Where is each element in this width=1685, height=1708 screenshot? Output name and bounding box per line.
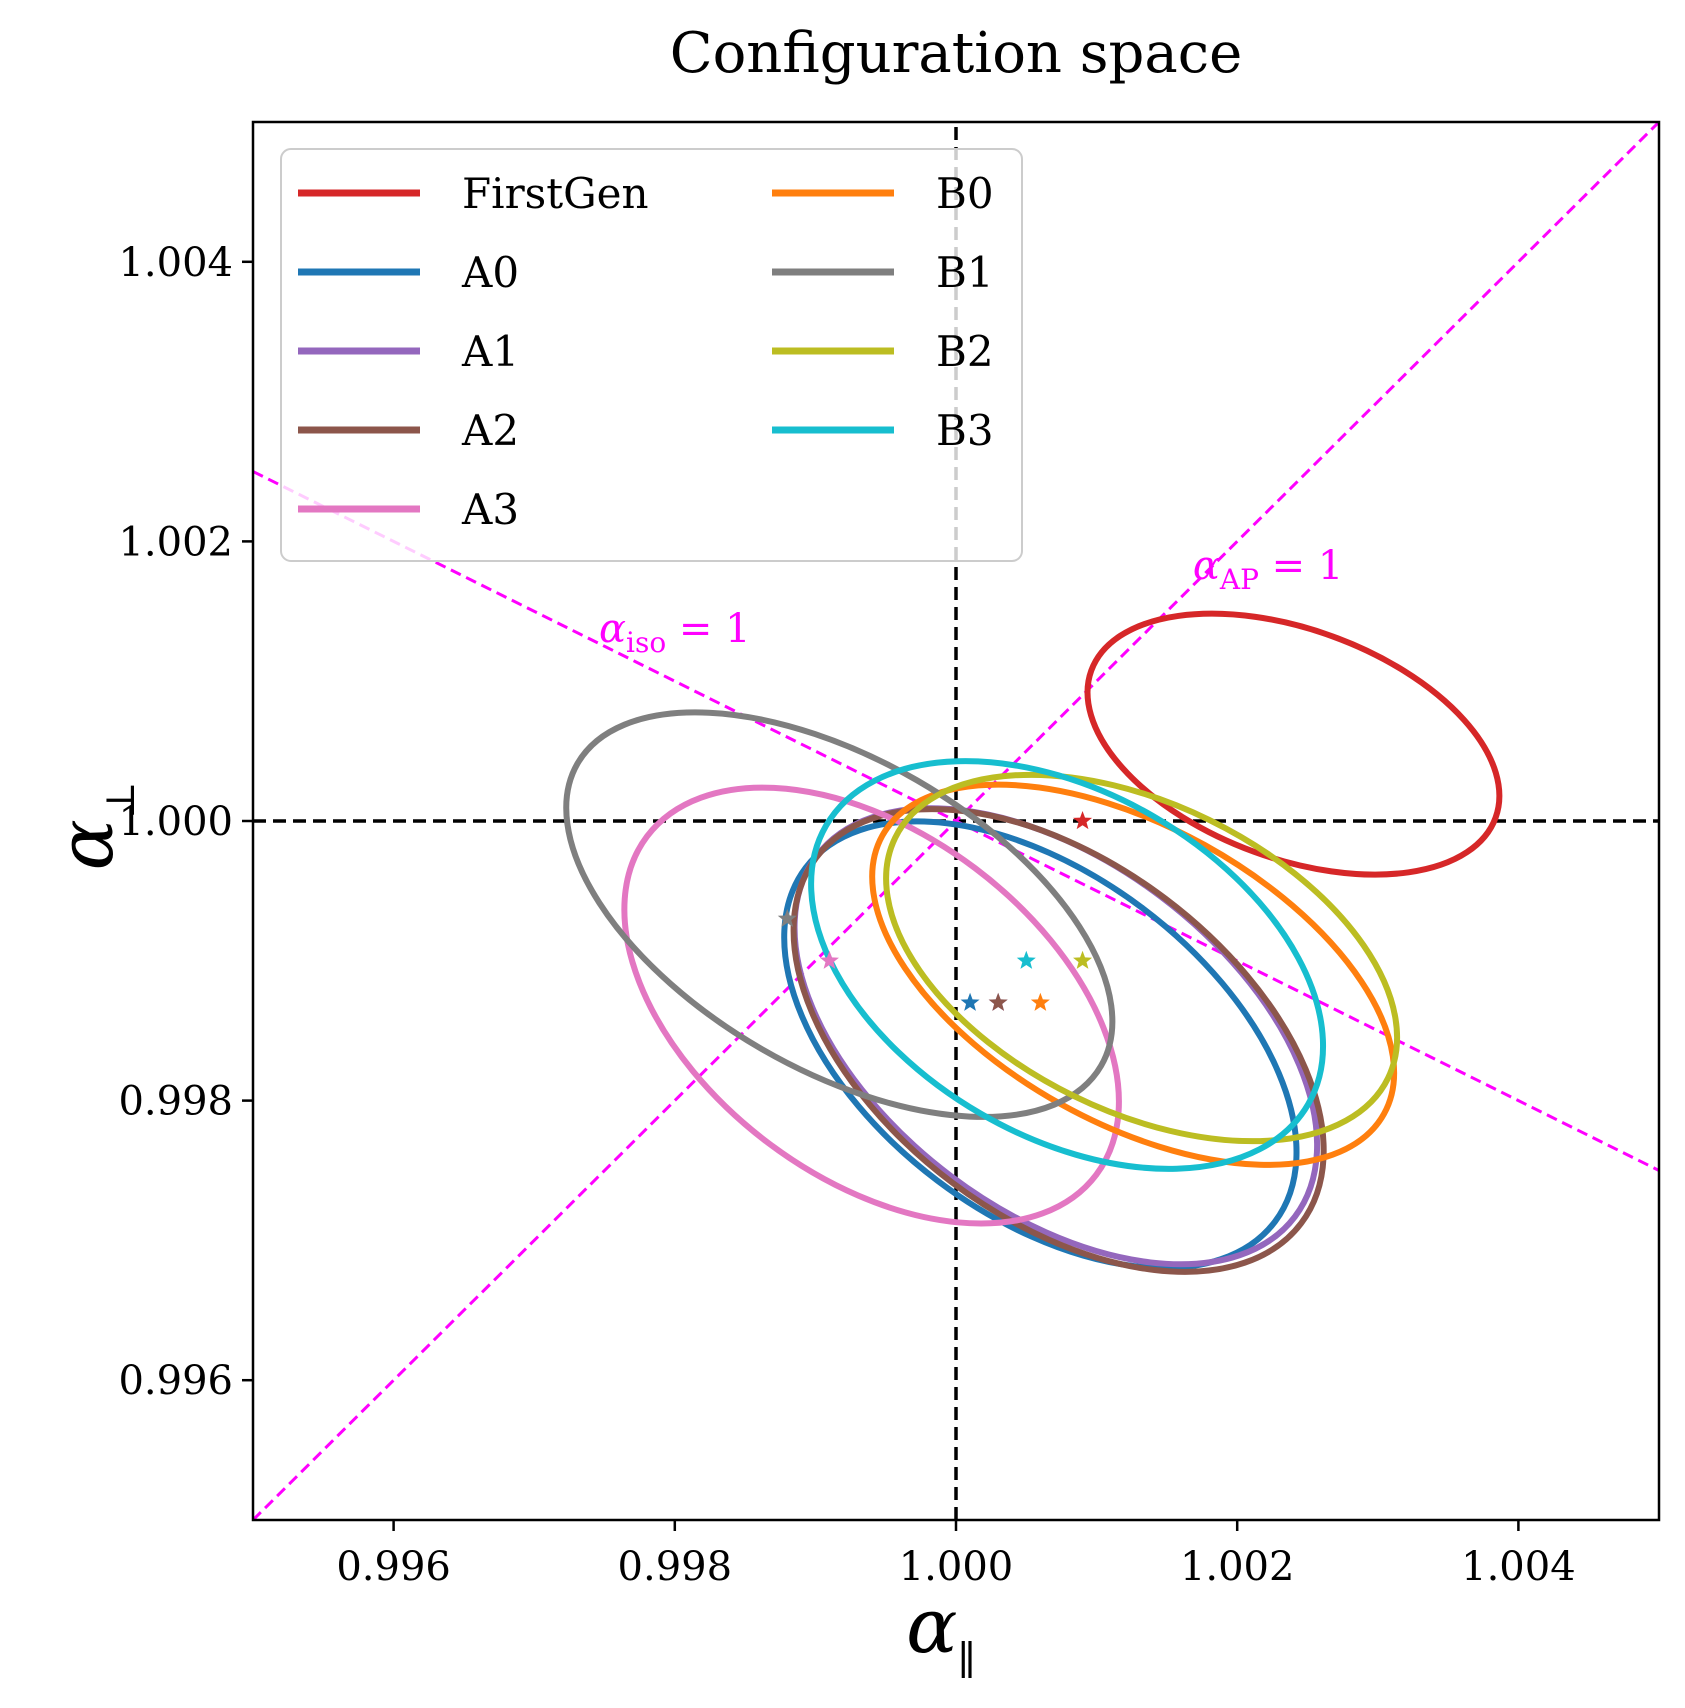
legend-b2-label: B2 (936, 327, 994, 376)
legend-b3-label: B3 (936, 406, 994, 455)
firstgen-best-fit-marker (1073, 811, 1093, 830)
plot-area (253, 122, 1659, 1520)
legend-a3-label: A3 (461, 485, 519, 534)
alpha-ap-annotation: αAP = 1 (1193, 543, 1343, 596)
b2-contour (883, 771, 1401, 1145)
b0-best-fit-marker (1030, 992, 1050, 1011)
a3-contour (621, 784, 1122, 1227)
a2-best-fit-marker (988, 992, 1008, 1011)
alpha-iso-annotation: αiso = 1 (599, 606, 751, 659)
legend-a2-label: A2 (461, 406, 519, 455)
b3-contour (808, 758, 1327, 1172)
x-axis-label: α∥ (906, 1581, 976, 1684)
a0-contour (781, 818, 1300, 1271)
y-tick-label: 0.998 (118, 1079, 233, 1125)
b0-contour (869, 781, 1398, 1168)
y-tick-label: 1.004 (118, 240, 233, 286)
b3-best-fit-marker (1016, 950, 1036, 969)
y-tick-label: 1.002 (118, 519, 233, 565)
chart-title: Configuration space (670, 21, 1243, 86)
a3-best-fit-marker (819, 950, 839, 969)
y-tick-label: 1.000 (118, 799, 233, 845)
x-tick-label: 1.004 (1461, 1544, 1576, 1590)
legend-firstgen-label: FirstGen (462, 169, 649, 218)
b1-best-fit-marker (777, 908, 797, 927)
a0-best-fit-marker (960, 992, 980, 1011)
a1-contour (791, 805, 1321, 1268)
legend-b1-label: B1 (936, 248, 994, 297)
legend: FirstGen A0 A1 A2 A3 B0 B1 B2 B3 (280, 148, 1023, 562)
y-axis-label: α⊥ (41, 782, 144, 871)
b1-contour (563, 709, 1116, 1120)
y-tick-label: 0.996 (118, 1358, 233, 1404)
legend-box (280, 148, 1023, 562)
legend-b0-label: B0 (936, 169, 994, 218)
x-tick-label: 0.996 (336, 1544, 451, 1590)
firstgen-contour (1084, 610, 1503, 878)
b2-best-fit-marker (1073, 950, 1093, 969)
x-tick-label: 1.002 (1180, 1544, 1295, 1590)
x-tick-label: 1.000 (899, 1544, 1014, 1590)
alpha-iso-1-line (253, 470, 1659, 1172)
legend-a1-label: A1 (461, 327, 519, 376)
axis-ticks: 0.996 0.998 1.000 1.002 1.004 0.996 0.998 1.000… (118, 240, 1575, 1590)
legend-a0-label: A0 (461, 248, 519, 297)
x-tick-label: 0.998 (618, 1544, 733, 1590)
annotations: αiso = 1 αAP = 1 (599, 543, 1343, 659)
